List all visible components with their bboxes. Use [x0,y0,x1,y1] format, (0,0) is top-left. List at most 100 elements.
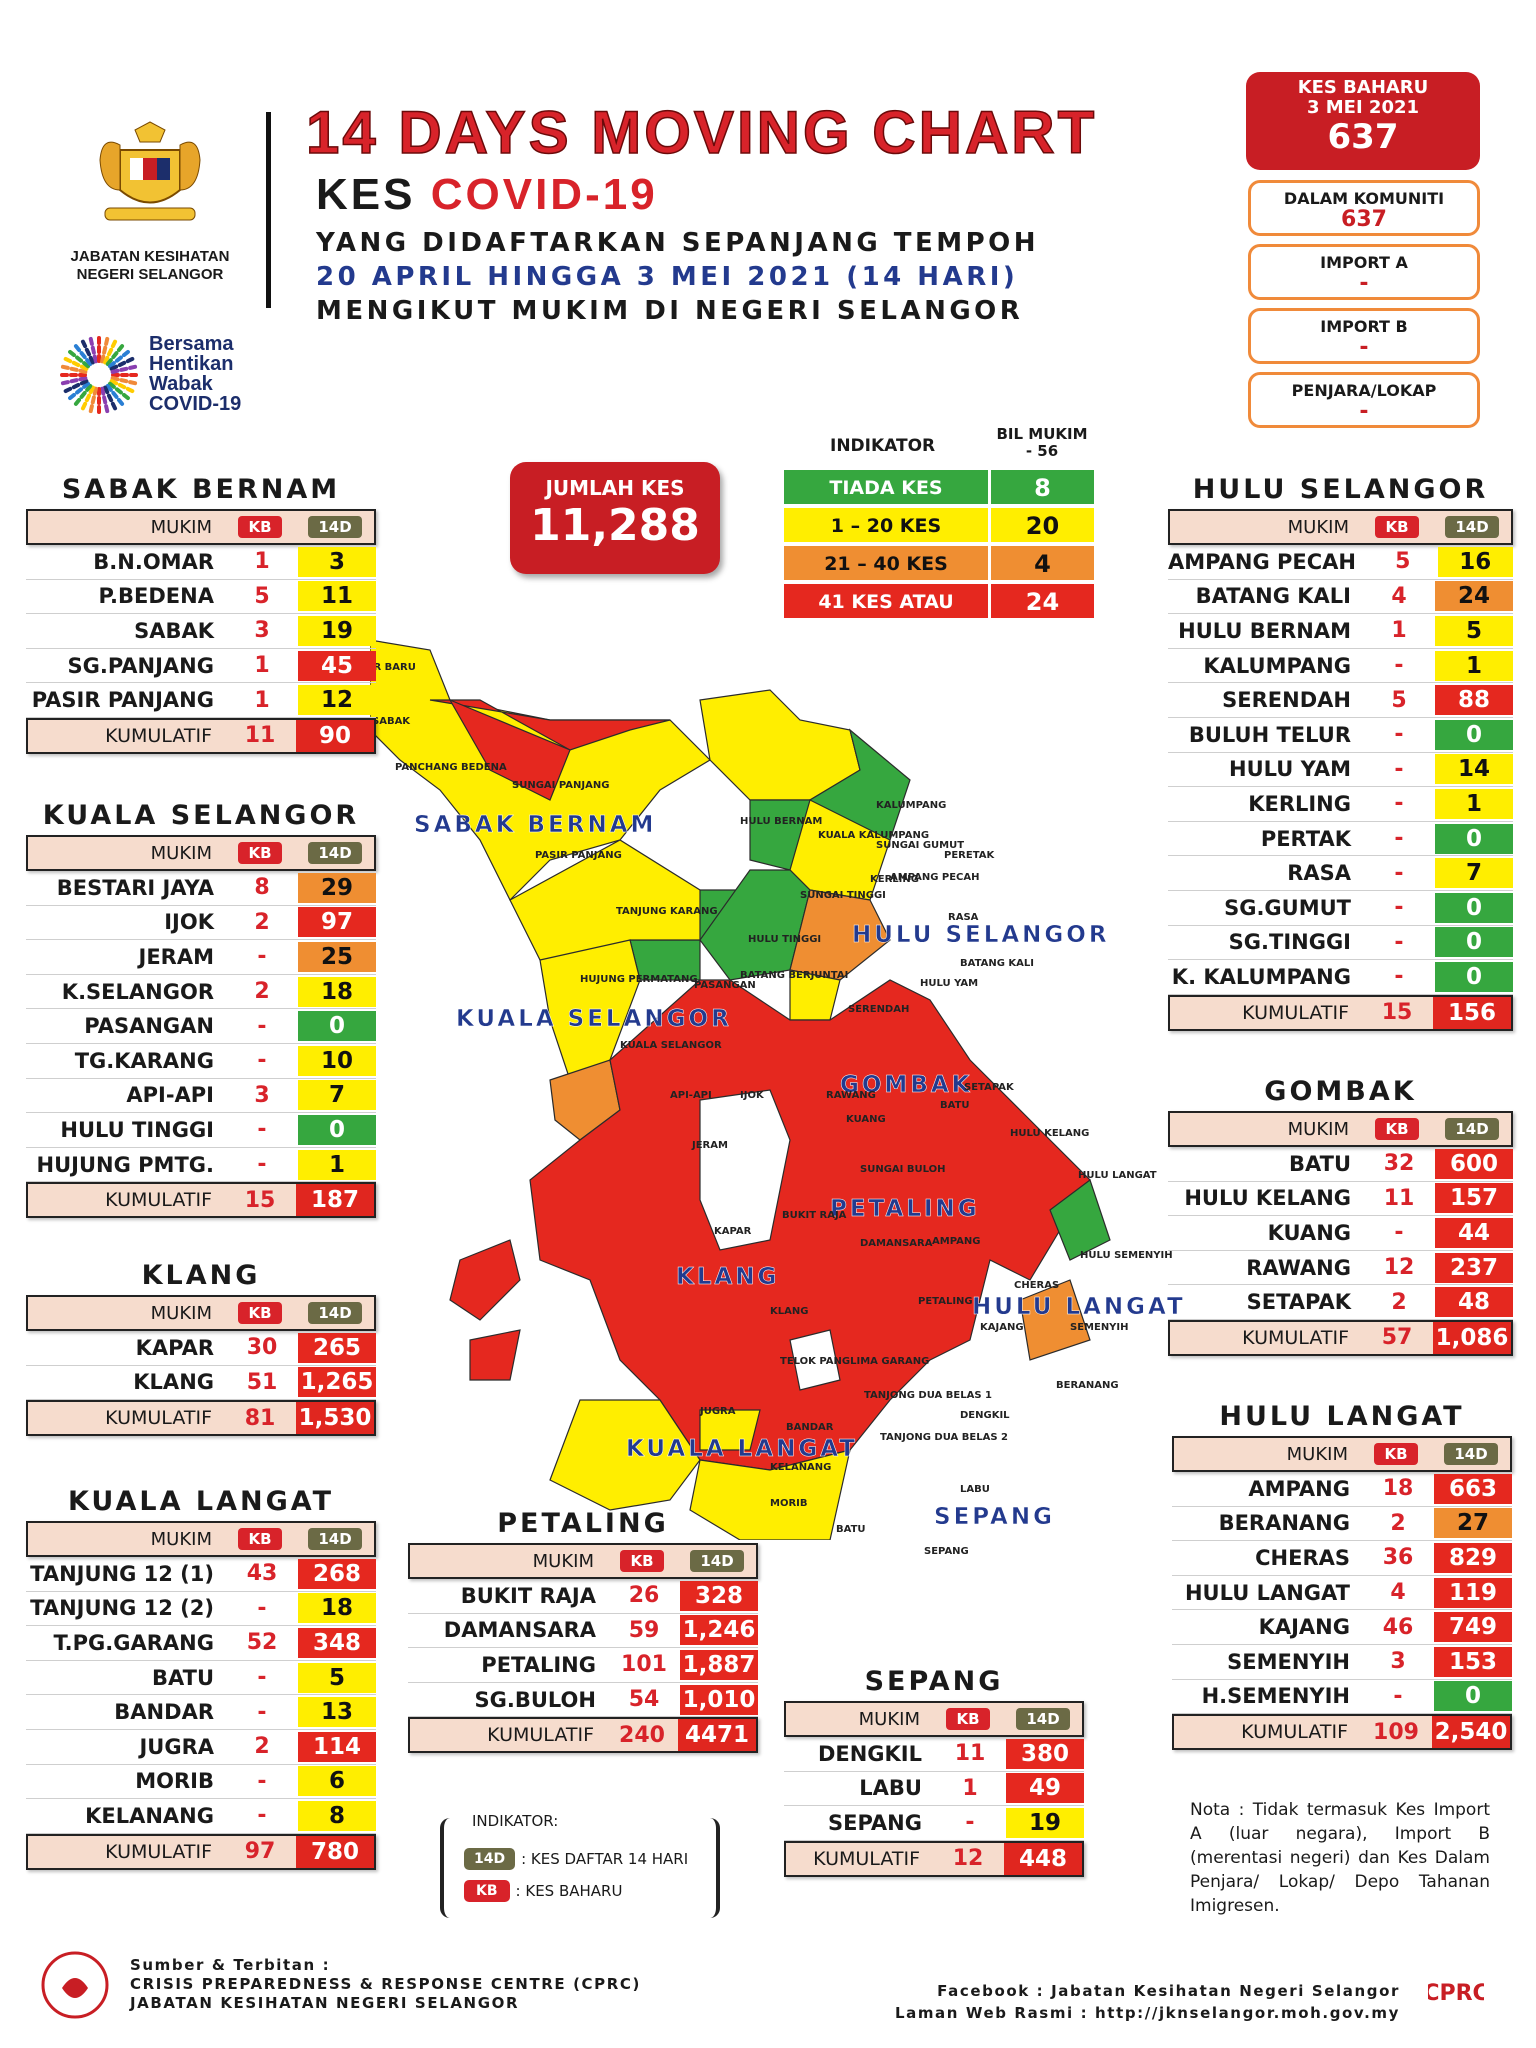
mukim-name: SEPANG [828,1810,922,1835]
map-label-sepang: SEPANG [934,1504,1055,1531]
map-label-kuala-selangor: KUALA SELANGOR [456,1006,732,1033]
new-case-count: 1 [254,549,270,575]
map-mukim-label: RASA [948,912,979,923]
total-new-cases: 15 [1381,1000,1413,1026]
district-table-kuala-selangor: KUALA SELANGOR MUKIM KB 14D BESTARI JAYA 8 29 I… [26,800,376,1219]
header-14d-badge: 14D [308,1528,362,1550]
mukim-name: HULU YAM [1229,757,1351,782]
new-case-count: 1 [254,687,270,713]
new-case-count: - [257,1048,267,1074]
svg-text:CPRC: CPRC [1428,1981,1484,2006]
new-case-count: 59 [628,1617,660,1643]
total-label: KUMULATIF [1241,1721,1348,1744]
district-title: SABAK BERNAM [61,474,341,505]
fourteen-day-count: 114 [298,1731,376,1762]
header-14d-badge: 14D [308,842,362,864]
map-region-hulu-bernam [699,689,861,801]
map-mukim-label: KAJANG [980,1322,1024,1333]
mukim-name: JUGRA [139,1734,214,1759]
sunburst-ray [103,336,119,365]
new-case-count: 51 [246,1369,278,1395]
indicator-row: 41 KES ATAU LEBIH 24 [784,584,1094,649]
mukim-name: BERANANG [1218,1511,1350,1536]
map-mukim-label: PETALING [918,1296,973,1307]
table-row: DENGKIL 11 380 [784,1737,1084,1772]
mukim-name: P.BEDENA [98,584,214,609]
map-mukim-label: DAMANSARA [860,1238,933,1249]
fourteen-day-count: 1 [1435,650,1513,681]
map-mukim-label: KALUMPANG [876,800,947,811]
mukim-name: K. KALUMPANG [1171,964,1351,989]
fourteen-day-count: 600 [1435,1148,1513,1179]
new-case-count: 1 [1391,618,1407,644]
new-case-count: - [1394,895,1404,921]
new-case-count: 5 [1391,687,1407,713]
new-case-count: - [965,1810,975,1836]
logo-block: JABATAN KESIHATAN NEGERI SELANGOR [60,120,240,284]
fourteen-day-count: 1 [298,1149,376,1180]
table-header: MUKIM KB 14D [26,835,376,871]
table-row: SEPANG - 19 [784,1806,1084,1841]
mukim-name: TG.KARANG [74,1048,214,1073]
map-region-sepang [689,1449,851,1540]
fourteen-day-count: 8 [298,1800,376,1831]
district-title: PETALING [497,1508,669,1539]
title-line-1: YANG DIDAFTARKAN SEPANJANG TEMPOH [316,228,1040,258]
new-case-count: - [257,1768,267,1794]
map-mukim-label: HULU KELANG [1010,1128,1090,1139]
total-14d-cases: 1,086 [1433,1321,1511,1354]
total-14d-cases: 780 [296,1835,374,1868]
table-row: KLANG 51 1,265 [26,1366,376,1401]
mukim-name: RAWANG [1246,1255,1351,1280]
indicator-count: 8 [988,470,1094,504]
new-case-count: - [1394,826,1404,852]
mukim-name: AMPANG PECAH [1168,549,1356,574]
new-cases-box: KES BAHARU 3 MEI 2021 637 [1246,72,1480,170]
map-mukim-label: BATANG BERJUNTAI [740,970,849,981]
mukim-name: KUANG [1267,1220,1351,1245]
sunburst-ray [109,379,138,395]
total-new-cases: 11 [244,723,276,749]
sunburst-icon [57,333,141,417]
mukim-name: PERTAK [1260,826,1351,851]
new-case-count: 18 [1382,1476,1414,1502]
district-table-sabak-bernam: SABAK BERNAM MUKIM KB 14D B.N.OMAR 1 3 P.BEDENA… [26,474,376,754]
map-mukim-label: LABU [960,1484,990,1495]
table-row: PASANGAN - 0 [26,1009,376,1044]
sunburst-ray [105,341,126,367]
table-header: MUKIM KB 14D [1168,509,1513,545]
new-case-count: - [257,944,267,970]
campaign-logo: Bersama Hentikan Wabak COVID-19 [54,330,284,420]
table-total-row: KUMULATIF 109 2,540 [1172,1714,1512,1751]
map-mukim-label: KERLING [870,874,919,885]
table-row: K. KALUMPANG - 0 [1168,960,1513,995]
total-new-cases: 81 [244,1405,276,1431]
table-row: KALUMPANG - 1 [1168,649,1513,684]
fourteen-day-count: 14 [1435,754,1513,785]
header-kb-badge: KB [238,516,282,538]
map-mukim-label: KLANG [770,1306,809,1317]
fourteen-day-count: 348 [298,1627,376,1658]
fourteen-day-count: 749 [1434,1612,1512,1643]
fourteen-day-count: 0 [298,1114,376,1145]
header-14d-badge: 14D [1444,1443,1498,1465]
indicator-count: 24 [988,584,1094,618]
table-total-row: KUMULATIF 97 780 [26,1833,376,1870]
table-row: BERANANG 2 27 [1172,1507,1512,1542]
fourteen-day-count: 25 [298,941,376,972]
table-header: MUKIM KB 14D [26,1295,376,1331]
mukim-name: KELANANG [85,1803,214,1828]
total-cases-box: JUMLAH KES 11,288 [510,462,720,574]
fourteen-day-count: 29 [298,872,376,903]
mukim-name: SG.PANJANG [67,653,214,678]
header-14d-badge: 14D [1445,1118,1499,1140]
map-mukim-label: TELOK PANGLIMA GARANG [780,1356,930,1367]
mukim-name: KALUMPANG [1203,653,1351,678]
fourteen-day-count: 0 [1435,719,1513,750]
mukim-name: RASA [1287,861,1351,886]
total-label: KUMULATIF [1242,1001,1349,1024]
table-total-row: KUMULATIF 57 1,086 [1168,1319,1513,1356]
map-mukim-label: BATU [940,1100,970,1111]
district-table-sepang: SEPANG MUKIM KB 14D DENGKIL 11 380 LABU 1 49 SEPAN… [784,1666,1084,1877]
mukim-name: DENGKIL [817,1741,922,1766]
